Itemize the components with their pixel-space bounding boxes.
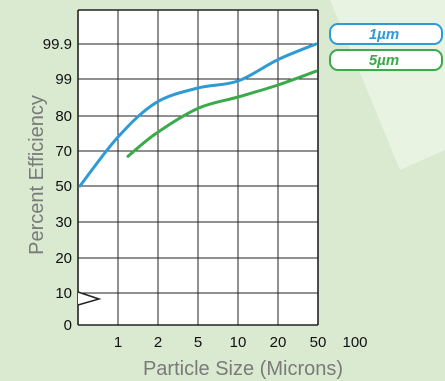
x-tick-label: 50 (310, 334, 327, 351)
y-tick-label: 99.9 (43, 36, 72, 53)
x-tick-label: 1 (114, 334, 122, 351)
legend-box-series-1 (329, 23, 443, 45)
grid-lines (77, 9, 319, 326)
x-tick-label: 10 (230, 334, 247, 351)
y-tick-label: 0 (64, 317, 72, 334)
legend-label-series-1: 1µm (369, 26, 399, 43)
y-tick-label: 99 (55, 71, 72, 88)
y-tick-label: 20 (55, 250, 72, 267)
y-tick-label: 70 (55, 143, 72, 160)
y-axis-title: Percent Efficiency (26, 95, 48, 255)
series-line-2 (126, 69, 318, 158)
series-line-1 (78, 42, 318, 188)
legend-label-series-2: 5µm (369, 52, 399, 69)
x-tick-label: 20 (270, 334, 287, 351)
y-tick-label: 80 (55, 108, 72, 125)
series-lines (78, 42, 318, 188)
y-tick-labels: 99.9998070503020100406090 (43, 36, 72, 334)
y-tick-label: 50 (55, 178, 72, 195)
legend-box-series-2 (329, 49, 443, 71)
y-tick-label: 30 (55, 214, 72, 231)
x-tick-label: 2 (154, 334, 162, 351)
x-axis-title: Particle Size (Microns) (143, 358, 343, 380)
x-tick-label: 5 (194, 334, 202, 351)
x-tick-label: 100 (342, 334, 367, 351)
legend: 1µm 5µm (329, 23, 443, 71)
x-tick-labels: 1 2 5 10 20 50 100 (114, 334, 368, 351)
axis-break-mark (77, 291, 102, 306)
y-tick-label: 10 (55, 285, 72, 302)
